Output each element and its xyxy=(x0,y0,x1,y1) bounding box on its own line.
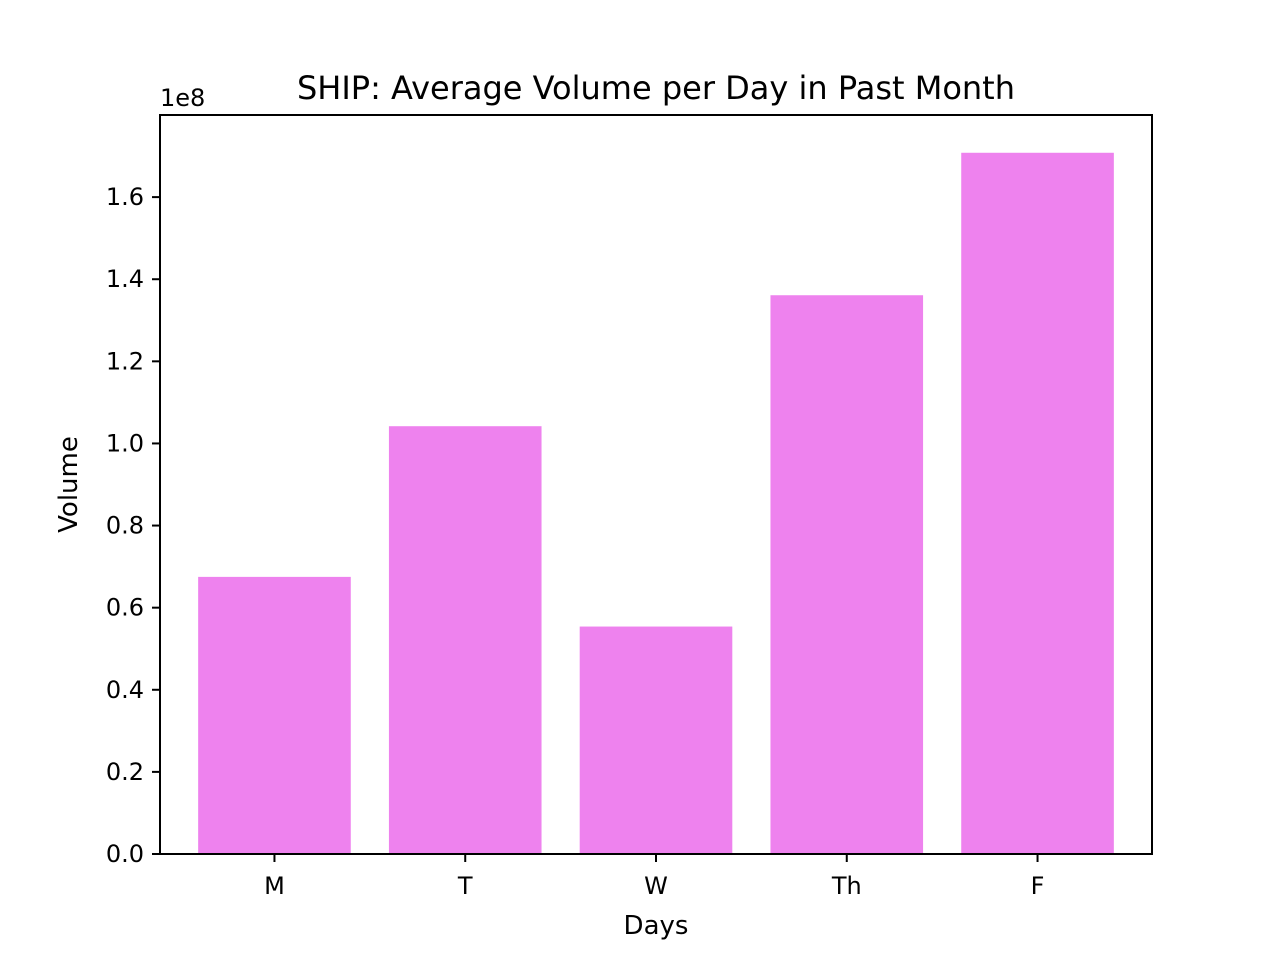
y-tick-label: 1.0 xyxy=(106,429,144,457)
bar-th xyxy=(770,295,924,854)
y-axis-offset-label: 1e8 xyxy=(160,84,205,112)
plot-area-frame xyxy=(159,114,1153,855)
chart-title: SHIP: Average Volume per Day in Past Mon… xyxy=(297,69,1015,107)
bar-t xyxy=(388,426,542,854)
y-tick-label: 0.2 xyxy=(106,758,144,786)
y-tick-label: 1.2 xyxy=(106,347,144,375)
y-axis-title: Volume xyxy=(54,436,84,533)
bar-m xyxy=(198,576,351,854)
y-tick-label: 0.8 xyxy=(106,512,144,540)
bar-w xyxy=(579,626,733,854)
y-tick-label: 1.6 xyxy=(106,183,144,211)
x-tick-label: W xyxy=(644,872,668,900)
bar-f xyxy=(961,152,1114,854)
y-tick-label: 1.4 xyxy=(106,265,144,293)
x-axis-title: Days xyxy=(624,911,689,941)
x-tick-label: F xyxy=(1031,872,1045,900)
y-ticks-group: 0.0 0.2 0.4 0.6 0.8 1.0 1.2 1.4 1.6 xyxy=(106,183,160,868)
x-tick-label: M xyxy=(264,872,285,900)
y-tick-label: 0.0 xyxy=(106,840,144,868)
x-tick-label: T xyxy=(457,872,473,900)
y-tick-label: 0.4 xyxy=(106,676,144,704)
y-tick-label: 0.6 xyxy=(106,594,144,622)
x-ticks-group: M T W Th F xyxy=(264,854,1044,900)
x-tick-label: Th xyxy=(831,872,862,900)
bars-group xyxy=(198,152,1114,854)
